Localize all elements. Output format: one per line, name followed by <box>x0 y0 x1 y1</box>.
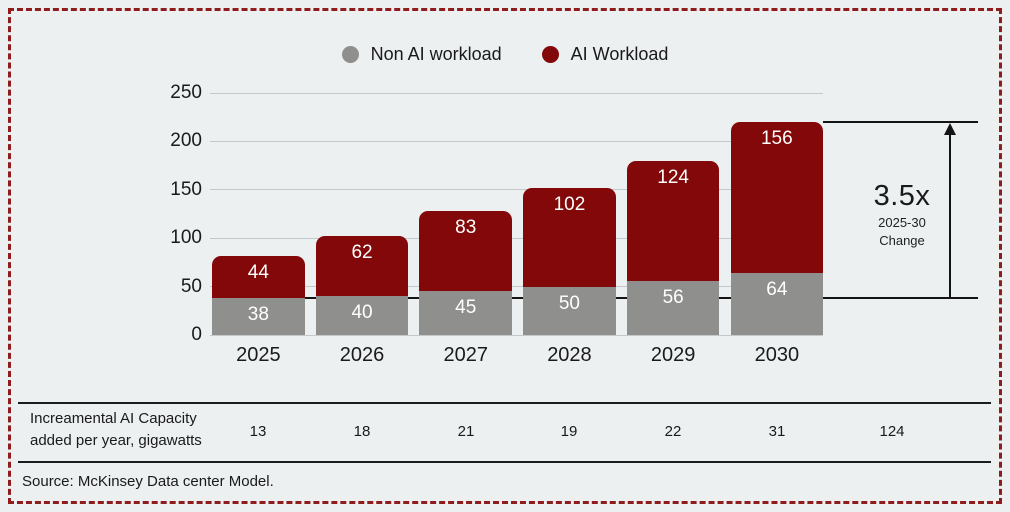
y-axis-tick-label: 250 <box>170 82 202 103</box>
bar-value-label-ai: 44 <box>247 261 269 283</box>
bar-value-label-non-ai: 45 <box>455 297 477 319</box>
bar-segment-ai-2028: 102 <box>523 187 616 287</box>
bar-value-label-non-ai: 64 <box>766 279 788 301</box>
gridline-50 <box>210 286 823 288</box>
x-axis-label-2029: 2029 <box>650 344 696 366</box>
table-value-0: 13 <box>249 423 267 440</box>
table-row-label-line1: Increamental AI Capacity <box>30 410 197 427</box>
bar-segment-non-ai-2029: 56 <box>626 280 720 335</box>
table-value-1: 18 <box>353 423 371 440</box>
table-value-4: 22 <box>664 423 682 440</box>
change-arrow-shaft <box>949 131 951 299</box>
arrow-topline <box>823 121 978 123</box>
bar-value-label-ai: 102 <box>553 193 586 215</box>
bar-segment-ai-2027: 83 <box>419 211 513 292</box>
gridline-200 <box>210 140 823 142</box>
x-axis-label-2028: 2028 <box>547 344 592 366</box>
gridline-150 <box>210 189 823 191</box>
legend-item-ai: AI Workload <box>541 44 669 65</box>
table-value-2: 21 <box>457 423 475 440</box>
bar-value-label-non-ai: 40 <box>351 302 373 324</box>
bar-value-label-non-ai: 50 <box>558 292 580 314</box>
bar-segment-non-ai-2030: 64 <box>730 273 824 335</box>
x-axis-label-2030: 2030 <box>754 344 800 366</box>
gridline-0 <box>210 334 823 336</box>
growth-multiplier: 3.5x <box>873 180 931 212</box>
bar-value-label-ai: 83 <box>455 217 477 239</box>
gridline-100 <box>210 237 823 239</box>
growth-caption: Change <box>879 233 925 248</box>
bar-value-label-non-ai: 38 <box>247 304 269 326</box>
bar-segment-non-ai-2027: 45 <box>419 291 513 335</box>
legend-label-ai: AI Workload <box>570 44 669 64</box>
table-value-6: 124 <box>879 423 905 440</box>
y-axis-tick-label: 50 <box>180 275 202 297</box>
legend: Non AI workload AI Workload <box>0 44 1010 65</box>
table-rule-top <box>18 402 991 404</box>
bar-value-label-ai: 62 <box>351 242 373 264</box>
y-axis-tick-label: 100 <box>170 227 202 249</box>
bar-segment-non-ai-2028: 50 <box>523 286 616 335</box>
x-axis-label-2026: 2026 <box>339 344 385 366</box>
bar-segment-ai-2026: 62 <box>315 236 409 297</box>
bar-segment-ai-2029: 124 <box>626 160 720 281</box>
bar-value-label-non-ai: 56 <box>662 286 684 308</box>
growth-period: 2025-30 <box>878 215 926 230</box>
x-axis-label-2025: 2025 <box>236 344 281 366</box>
bar-segment-ai-2025: 44 <box>212 255 305 299</box>
y-axis-tick-label: 0 <box>191 324 202 345</box>
legend-label-non-ai: Non AI workload <box>370 44 502 64</box>
table-row-label: Increamental AI Capacity added per year,… <box>30 408 202 452</box>
bar-segment-ai-2030: 156 <box>730 122 824 274</box>
y-axis-tick-label: 200 <box>170 130 202 152</box>
legend-item-non-ai: Non AI workload <box>341 44 502 65</box>
y-axis-tick-label: 150 <box>170 178 202 200</box>
table-value-3: 19 <box>560 423 578 440</box>
bar-value-label-ai: 156 <box>760 128 793 150</box>
bar-value-label-ai: 124 <box>657 166 689 188</box>
non-ai-legend-dot-icon <box>341 46 359 63</box>
bar-segment-non-ai-2025: 38 <box>212 298 305 335</box>
table-row-label-line2: added per year, gigawatts <box>30 432 202 449</box>
ai-legend-dot-icon <box>541 46 559 63</box>
growth-annotation: 3.5x 2025-30 Change <box>842 180 962 249</box>
gridline-250 <box>210 92 823 94</box>
source-note: Source: McKinsey Data center Model. <box>22 473 274 490</box>
change-arrow-head <box>944 122 956 135</box>
table-rule-bottom <box>18 461 991 463</box>
bar-segment-non-ai-2026: 40 <box>315 296 409 335</box>
table-value-5: 31 <box>768 423 786 440</box>
x-axis-label-2027: 2027 <box>443 344 488 366</box>
